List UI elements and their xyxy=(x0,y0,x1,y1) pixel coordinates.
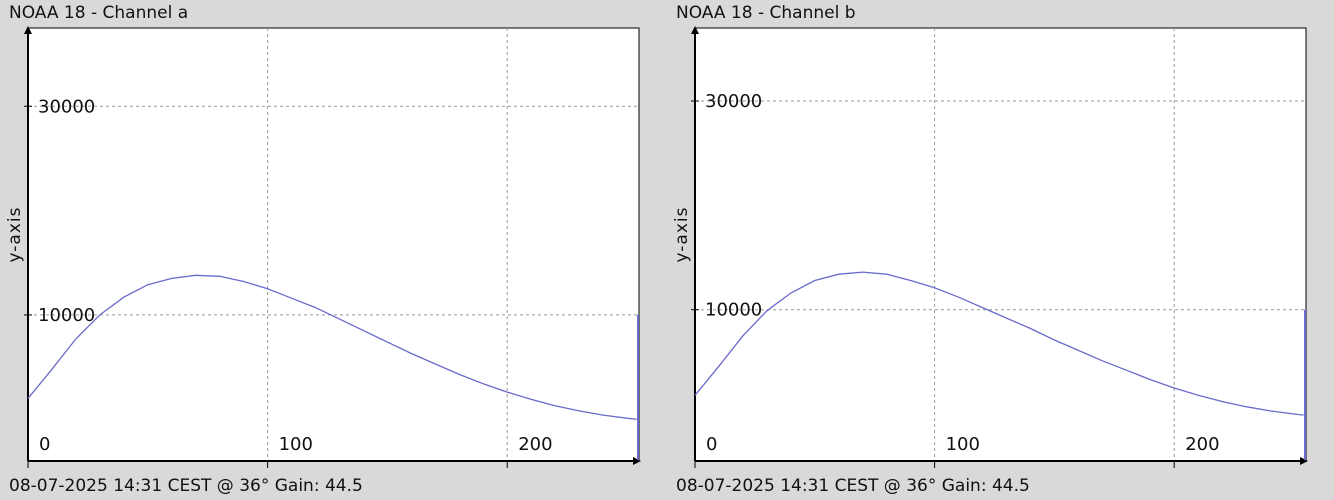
y-tick-label: 30000 xyxy=(38,96,95,117)
x-tick-label: 100 xyxy=(946,434,980,455)
y-tick-label: 10000 xyxy=(705,300,762,321)
y-axis-arrow xyxy=(691,26,699,34)
y-axis-label: y-axis xyxy=(5,207,25,263)
chart-footer: 08-07-2025 14:31 CEST @ 36° Gain: 44.5 xyxy=(676,476,1030,496)
plot-area-channel-b: 0 100 200 10000 30000 y-axis xyxy=(672,26,1308,468)
y-axis-label: y-axis xyxy=(672,207,692,263)
x-axis-arrow xyxy=(633,457,641,465)
x-tick-label: 0 xyxy=(706,434,717,455)
plot-background xyxy=(27,27,640,462)
chart-title: NOAA 18 - Channel b xyxy=(676,3,856,23)
chart-footer: 08-07-2025 14:31 CEST @ 36° Gain: 44.5 xyxy=(9,476,363,496)
x-tick-label: 100 xyxy=(279,434,313,455)
y-axis-arrow xyxy=(24,26,32,34)
x-axis-arrow xyxy=(1300,457,1308,465)
x-tick-label: 200 xyxy=(1185,434,1219,455)
chart-title: NOAA 18 - Channel a xyxy=(9,3,189,23)
chart-panel-channel-b: NOAA 18 - Channel b 0 100 200 10000 30000 y-a… xyxy=(667,0,1317,500)
x-tick-label: 0 xyxy=(39,434,50,455)
series-line xyxy=(694,271,1304,416)
chart-panel-channel-a: NOAA 18 - Channel a 0 100 200 10000 30000 y-a… xyxy=(0,0,650,500)
x-tick-label: 200 xyxy=(518,434,552,455)
plot-background xyxy=(694,27,1307,462)
y-tick-label: 10000 xyxy=(38,305,95,326)
plot-area-channel-a: 0 100 200 10000 30000 y-axis xyxy=(5,26,641,468)
y-tick-label: 30000 xyxy=(705,91,762,112)
